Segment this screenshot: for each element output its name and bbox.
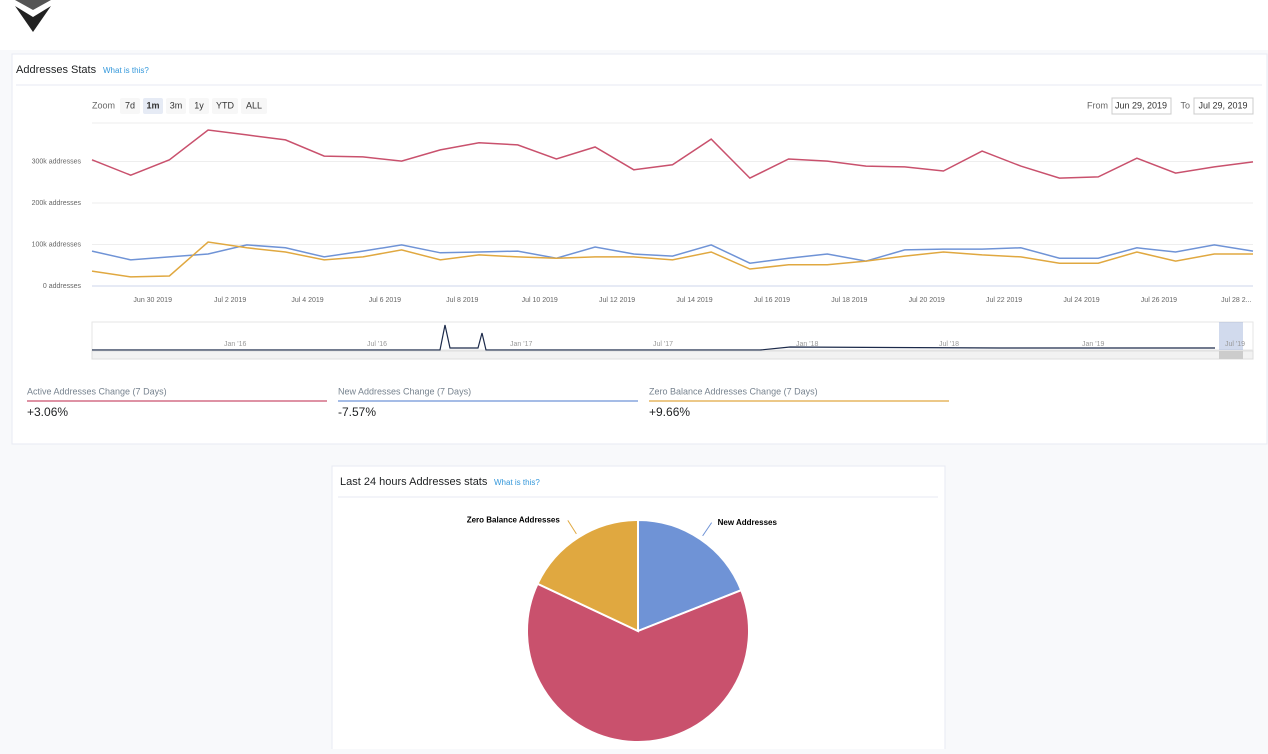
change-value: +9.66% [649, 405, 690, 419]
x-tick-label: Jul 24 2019 [1063, 297, 1099, 304]
pie-slice [637, 518, 743, 633]
x-tick-label: Jul 26 2019 [1141, 297, 1177, 304]
navigator-label: Jul '19 [1225, 341, 1245, 348]
navigator [91, 321, 1254, 360]
navigator-label: Jul '18 [939, 341, 959, 348]
navigator-label: Jul '17 [653, 341, 673, 348]
navigator-label: Jan '17 [510, 341, 532, 348]
to-label: To [1180, 100, 1190, 110]
help-link[interactable]: What is this? [494, 478, 540, 487]
to-value[interactable]: Jul 29, 2019 [1198, 100, 1247, 110]
y-tick-label: 100k addresses [32, 241, 82, 248]
zoom-button-label[interactable]: 1m [146, 100, 159, 110]
zoom-button[interactable] [143, 98, 163, 114]
series-line [91, 241, 1253, 278]
logo [15, 0, 51, 32]
change-value: -7.57% [338, 405, 376, 419]
x-tick-label: Jul 10 2019 [522, 297, 558, 304]
pie-slice [536, 518, 639, 633]
zoom-button-label[interactable]: 1y [194, 100, 204, 110]
x-tick-label: Jul 22 2019 [986, 297, 1022, 304]
change-label: Zero Balance Addresses Change (7 Days) [649, 386, 818, 396]
zoom-button[interactable] [241, 98, 267, 114]
pie-panel-title: Last 24 hours Addresses stats [340, 476, 488, 488]
x-tick-label: Jun 30 2019 [133, 297, 172, 304]
zoom-button[interactable] [189, 98, 209, 114]
zoom-label: Zoom [92, 100, 115, 110]
change-label: Active Addresses Change (7 Days) [27, 386, 167, 396]
panel-title: Addresses Stats [16, 64, 97, 76]
from-value[interactable]: Jun 29, 2019 [1115, 100, 1167, 110]
series-line [91, 244, 1254, 264]
x-tick-label: Jul 14 2019 [676, 297, 712, 304]
x-tick-label: Jul 20 2019 [909, 297, 945, 304]
help-link[interactable]: What is this? [103, 66, 149, 75]
to-input[interactable] [1193, 97, 1254, 115]
connector [567, 520, 577, 535]
x-tick-label: Jul 4 2019 [291, 297, 323, 304]
stats-panel [11, 53, 1268, 445]
y-tick-label: 0 addresses [43, 283, 82, 290]
zoom-button-label[interactable]: 3m [170, 100, 183, 110]
x-tick-label: Jul 6 2019 [369, 297, 401, 304]
y-tick-label: 300k addresses [32, 158, 82, 165]
navigator-label: Jan '19 [1082, 341, 1104, 348]
from-label: From [1087, 100, 1108, 110]
x-tick-label: Jul 18 2019 [831, 297, 867, 304]
pie-label: New Addresses [718, 518, 778, 527]
zoom-button-label[interactable]: ALL [246, 100, 262, 110]
x-tick-label: Jul 2 2019 [214, 297, 246, 304]
pie-slice [526, 582, 750, 743]
change-value: +3.06% [27, 405, 68, 419]
navigator-label: Jul '16 [367, 341, 387, 348]
zoom-button-label[interactable]: 7d [125, 100, 135, 110]
pie-label: Zero Balance Addresses [467, 516, 561, 525]
from-input[interactable] [1111, 97, 1172, 115]
x-tick-label: Jul 16 2019 [754, 297, 790, 304]
change-label: New Addresses Change (7 Days) [338, 386, 471, 396]
y-tick-label: 200k addresses [32, 200, 82, 207]
x-tick-label: Jul 12 2019 [599, 297, 635, 304]
navigator-label: Jan '18 [796, 341, 818, 348]
header [0, 0, 1268, 50]
zoom-button[interactable] [212, 98, 238, 114]
zoom-button[interactable] [120, 98, 140, 114]
zoom-button-label[interactable]: YTD [216, 100, 235, 110]
navigator-label: Jan '16 [224, 341, 246, 348]
x-tick-label: Jul 28 2... [1221, 297, 1251, 304]
connector [702, 522, 713, 537]
zoom-button[interactable] [166, 98, 186, 114]
x-tick-label: Jul 8 2019 [446, 297, 478, 304]
series-line [91, 129, 1254, 180]
